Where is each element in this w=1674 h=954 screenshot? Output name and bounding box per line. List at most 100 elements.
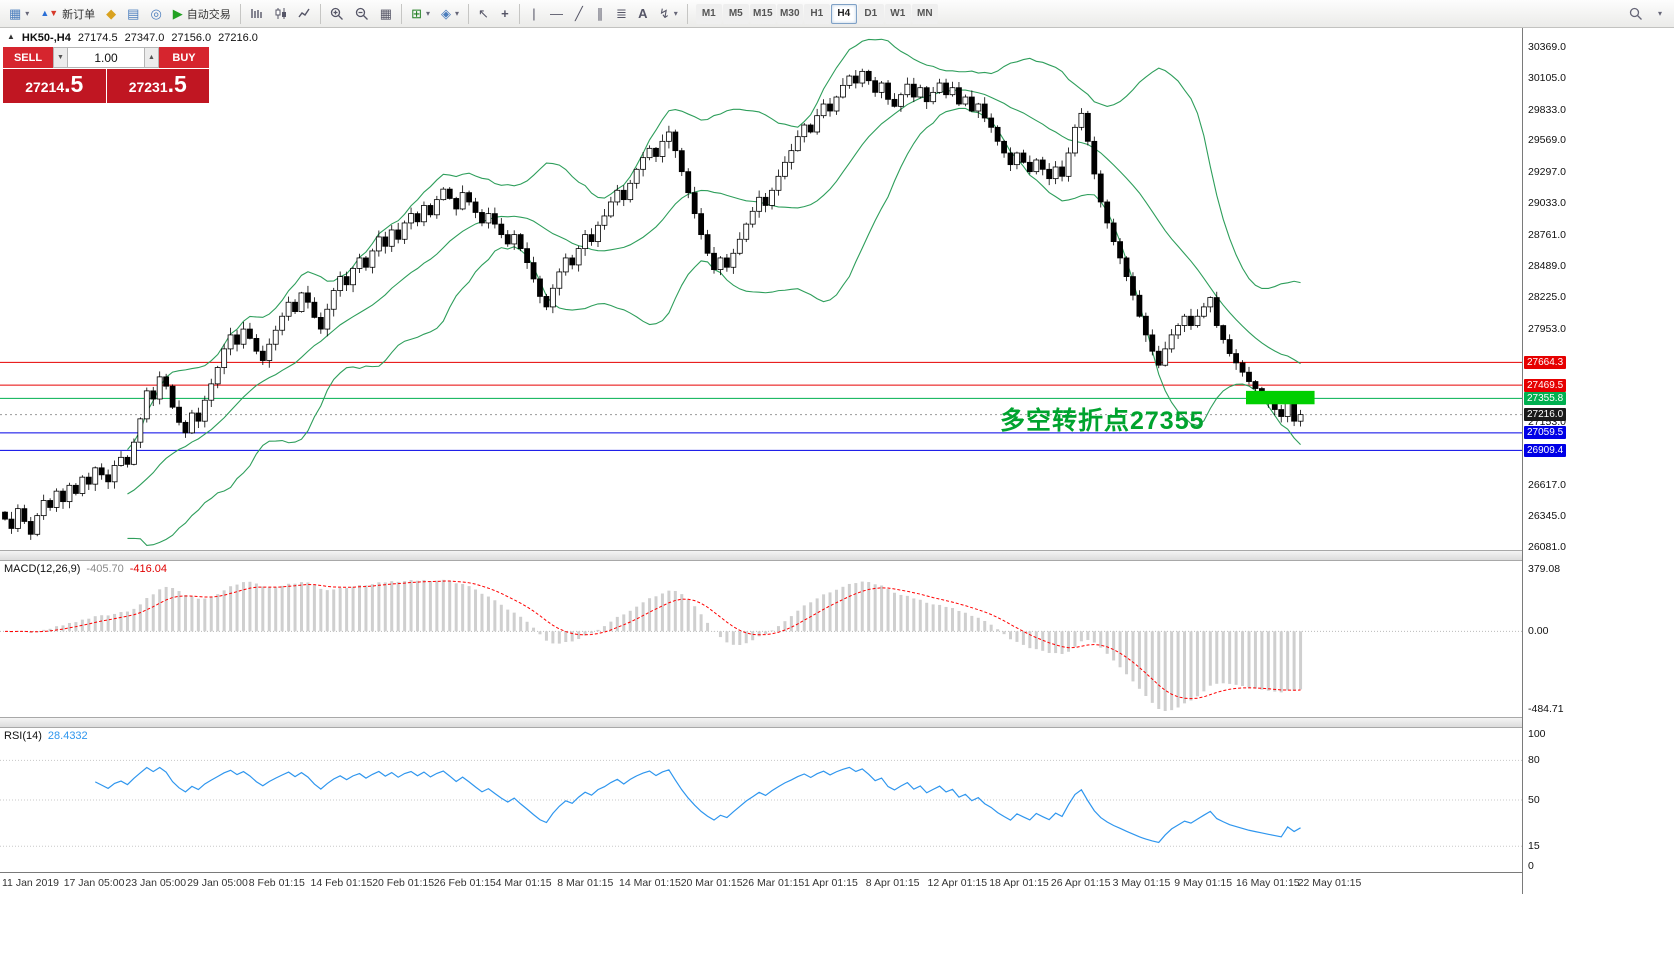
time-axis-label: 12 Apr 01:15 — [927, 877, 988, 889]
toolbar-separator — [468, 3, 470, 24]
price-tag: 27355.8 — [1524, 391, 1567, 405]
time-axis-label: 1 Apr 01:15 — [804, 877, 858, 889]
buy-price-main: 27231 — [128, 79, 168, 95]
rsi-scale-label: 100 — [1528, 728, 1546, 740]
macd-panel-svg[interactable] — [0, 561, 1522, 717]
text-tool-button[interactable]: A — [633, 3, 653, 25]
macd-signal-value: -416.04 — [129, 563, 168, 575]
zoom-out-icon — [355, 7, 368, 20]
time-axis-label: 9 May 01:15 — [1174, 877, 1233, 889]
cursor-button[interactable]: ↖ — [473, 3, 494, 25]
zoom-in-button[interactable] — [325, 3, 349, 25]
fibonacci-icon: ≣ — [615, 6, 627, 21]
timeframe-h1[interactable]: H1 — [803, 3, 830, 24]
profiles-button[interactable]: ◆ — [101, 3, 121, 25]
zoom-out-button[interactable] — [350, 3, 374, 25]
objects-button[interactable]: ◈ ▾ — [436, 3, 464, 25]
fibonacci-button[interactable]: ≣ — [611, 3, 632, 25]
zoom-in-icon — [330, 7, 343, 20]
macd-splitter[interactable] — [0, 550, 1674, 561]
time-axis-label: 20 Feb 01:15 — [372, 877, 435, 889]
tile-windows-button[interactable]: ▦ — [375, 3, 397, 25]
sell-price-frac: .5 — [64, 71, 84, 97]
rsi-value: 28.4332 — [47, 730, 88, 742]
price-tag: 27664.3 — [1524, 355, 1567, 369]
rsi-scale-label: 80 — [1528, 754, 1540, 767]
vertical-line-button[interactable]: | — [524, 3, 544, 25]
timeframe-m30[interactable]: M30 — [776, 3, 803, 24]
volume-input[interactable]: 1.00 — [68, 47, 144, 68]
search-button[interactable] — [1624, 3, 1648, 25]
macd-scale-label: 0.00 — [1528, 625, 1549, 638]
timeframe-mn[interactable]: MN — [911, 3, 938, 24]
objects-icon: ◈ — [441, 6, 452, 21]
line-chart-icon — [298, 8, 310, 18]
autotrading-button[interactable]: ▶ 自动交易 — [168, 3, 236, 25]
buy-price-box[interactable]: 27231.5 — [106, 69, 209, 103]
timeframe-m1[interactable]: M1 — [695, 3, 722, 24]
channel-icon: ∥ — [596, 6, 604, 21]
new-order-button[interactable]: ▲▼ 新订单 — [35, 3, 100, 25]
main-chart-svg[interactable] — [0, 28, 1522, 550]
text-tool-icon: A — [638, 6, 648, 21]
crosshair-icon: + — [501, 6, 509, 21]
open-value: 27174.5 — [77, 32, 118, 44]
autotrading-label: 自动交易 — [186, 8, 231, 21]
timeframe-m5[interactable]: M5 — [722, 3, 749, 24]
low-value: 27156.0 — [171, 32, 212, 44]
rsi-scale-label: 50 — [1528, 794, 1540, 806]
timeframe-d1[interactable]: D1 — [857, 3, 884, 24]
chart-bars-button[interactable] — [245, 3, 268, 25]
candlestick-icon — [275, 8, 286, 19]
trendline-button[interactable]: ╱ — [569, 3, 589, 25]
crosshair-button[interactable]: + — [495, 3, 515, 25]
volume-dropdown-icon[interactable]: ▼ — [53, 47, 68, 68]
vertical-line-icon: | — [532, 6, 536, 21]
cursor-icon: ↖ — [478, 6, 489, 21]
panel-toggle-icon[interactable]: ▲ — [7, 32, 15, 41]
buy-price-frac: .5 — [167, 71, 187, 97]
buy-button[interactable]: BUY — [159, 47, 209, 68]
price-axis[interactable]: 30369.0 30105.0 29833.0 29569.0 29297.0 29033… — [1522, 28, 1674, 894]
navigator-button[interactable]: ◎ — [145, 3, 166, 25]
chart-candles-button[interactable] — [269, 3, 292, 25]
timeframe-h4[interactable]: H4 — [830, 3, 857, 24]
price-axis-label: 29297.0 — [1528, 166, 1566, 178]
time-axis-label: 29 Jan 05:00 — [187, 877, 248, 889]
sell-price-main: 27214 — [25, 79, 65, 95]
channel-button[interactable]: ∥ — [590, 3, 610, 25]
sell-button[interactable]: SELL — [3, 47, 53, 68]
price-axis-label: 29833.0 — [1528, 103, 1566, 116]
macd-header: MACD(12,26,9) -405.70 -416.04 — [4, 563, 167, 575]
rsi-splitter[interactable] — [0, 717, 1674, 728]
timeframe-m15[interactable]: M15 — [749, 3, 776, 24]
macd-label: MACD(12,26,9) — [4, 563, 81, 575]
rsi-panel-svg[interactable] — [0, 728, 1522, 872]
sell-price-box[interactable]: 27214.5 — [3, 69, 106, 103]
navigator-icon: ◎ — [150, 6, 162, 21]
timeframe-w1[interactable]: W1 — [884, 3, 911, 24]
chart-annotation-text[interactable]: 多空转折点27355 — [1000, 407, 1205, 435]
rsi-label: RSI(14) — [4, 730, 42, 742]
indicators-button[interactable]: ⊞ ▾ — [406, 3, 435, 25]
price-tag: 26909.4 — [1524, 443, 1567, 457]
toolbar-options-button[interactable]: ▾ — [1650, 3, 1670, 25]
arrows-tool-button[interactable]: ↯ ▾ — [654, 3, 683, 25]
horizontal-line-button[interactable]: — — [545, 3, 568, 25]
timeframe-toolbar: M1 M5 M15 M30 H1 H4 D1 W1 MN — [695, 3, 938, 24]
new-order-icon: ▲▼ — [40, 8, 59, 18]
chevron-down-icon: ▾ — [1657, 9, 1662, 18]
new-chart-button[interactable]: ▦ ▾ — [4, 3, 34, 25]
market-watch-button[interactable]: ▤ — [122, 3, 144, 25]
chart-line-button[interactable] — [293, 3, 316, 25]
price-axis-label: 30105.0 — [1528, 71, 1566, 84]
autotrading-play-icon: ▶ — [172, 6, 183, 21]
bar-chart-icon — [251, 9, 262, 18]
time-axis[interactable]: 11 Jan 2019 17 Jan 05:00 23 Jan 05:00 29 Ja… — [0, 872, 1522, 895]
price-axis-label: 30369.0 — [1528, 41, 1566, 53]
macd-scale-label: 379.08 — [1528, 563, 1561, 575]
price-axis-label: 28489.0 — [1528, 260, 1566, 273]
macd-scale-label: -484.71 — [1528, 703, 1564, 715]
time-axis-label: 8 Apr 01:15 — [865, 877, 920, 889]
volume-up-icon[interactable]: ▲ — [144, 47, 159, 68]
